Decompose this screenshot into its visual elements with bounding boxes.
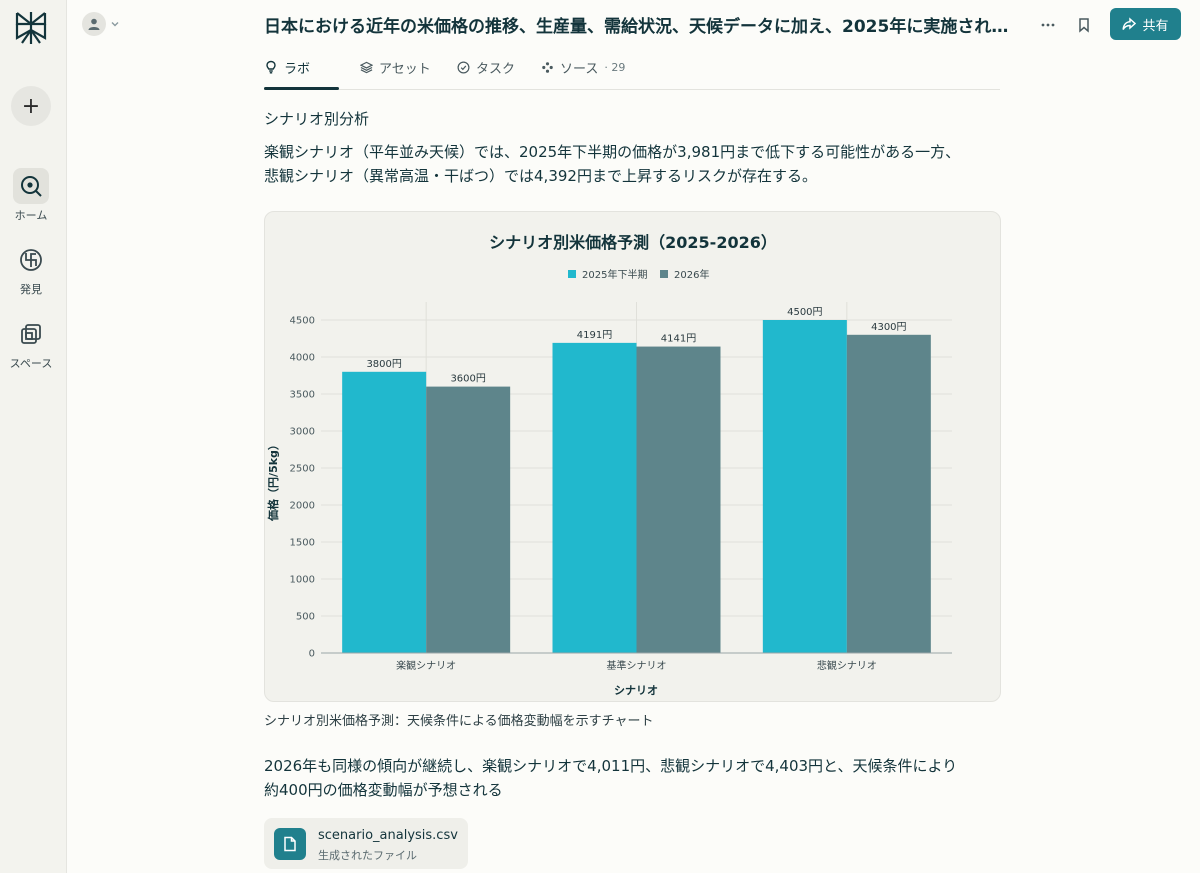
- file-subtitle: 生成されたファイル: [318, 849, 417, 862]
- sidebar-item-spaces[interactable]: スペース: [0, 316, 62, 371]
- bar-value-label: 3800円: [366, 359, 401, 370]
- more-horizontal-icon: [1041, 23, 1055, 27]
- y-tick-label: 1500: [290, 538, 315, 549]
- bar-chart: シナリオ別米価格予測（2025-2026） 2025年下半期 2026年 0 500 10…: [266, 233, 952, 697]
- discover-globe-icon: [13, 242, 49, 278]
- legend-label: 2026年: [674, 268, 709, 281]
- bar-2025h2: [552, 342, 637, 653]
- paragraph-line: 約400円の価格変動幅が予想される: [264, 781, 503, 799]
- home-search-icon: [13, 168, 49, 204]
- active-tab-indicator: [264, 87, 339, 90]
- x-axis-label: シナリオ: [614, 684, 658, 697]
- y-axis-label: 価格（円/5kg）: [266, 439, 280, 522]
- forecast-paragraph: 2026年も同様の傾向が継続し、楽観シナリオで4,011円、悲観シナリオで4,4…: [264, 754, 1004, 802]
- y-tick-label: 3000: [290, 427, 315, 438]
- legend-swatch: [568, 270, 576, 278]
- bar-value-label: 4300円: [871, 322, 906, 333]
- sources-count: · 29: [604, 60, 626, 74]
- y-tick-label: 3500: [290, 390, 315, 401]
- plus-icon: +: [21, 93, 41, 119]
- share-button[interactable]: 共有: [1110, 8, 1181, 40]
- new-thread-button[interactable]: +: [11, 86, 51, 126]
- file-name: scenario_analysis.csv: [318, 828, 458, 843]
- tab-label: タスク: [476, 61, 516, 77]
- layers-icon: [360, 61, 373, 73]
- section-heading: シナリオ別分析: [264, 110, 370, 128]
- chart-caption: シナリオ別米価格予測：天候条件による価格変動幅を示すチャート: [264, 714, 654, 729]
- legend-swatch: [660, 270, 668, 278]
- y-tick-label: 500: [296, 612, 315, 623]
- x-tick-label: 楽観シナリオ: [396, 659, 456, 672]
- sidebar-item-home[interactable]: ホーム: [0, 168, 62, 223]
- legend-label: 2025年下半期: [582, 268, 647, 281]
- y-tick-label: 2500: [290, 464, 315, 475]
- app-logo-icon[interactable]: [14, 10, 48, 46]
- bar-value-label: 4141円: [661, 334, 696, 345]
- more-options-button[interactable]: [1037, 14, 1059, 36]
- y-tick-label: 2000: [290, 501, 315, 512]
- x-tick-label: 悲観シナリオ: [817, 659, 877, 672]
- file-icon: [274, 828, 306, 860]
- x-tick-label: 基準シナリオ: [607, 659, 667, 672]
- spaces-icon: [13, 316, 49, 352]
- paragraph-line: 2026年も同様の傾向が継続し、楽観シナリオで4,011円、悲観シナリオで4,4…: [264, 757, 958, 775]
- paragraph-line: 楽観シナリオ（平年並み天候）では、2025年下半期の価格が3,981円まで低下す…: [264, 143, 961, 161]
- chevron-down-icon: [111, 22, 119, 27]
- tab-label: ソース: [560, 61, 599, 77]
- bar-2026: [846, 334, 931, 653]
- sidebar-item-label: スペース: [9, 357, 53, 370]
- tab-sources[interactable]: ソース · 29: [541, 54, 625, 80]
- share-label: 共有: [1142, 18, 1169, 34]
- y-tick-label: 1000: [290, 575, 315, 586]
- bar-value-label: 4500円: [787, 307, 822, 318]
- bar-2026: [636, 346, 721, 653]
- user-icon: [82, 12, 106, 36]
- y-tick-label: 0: [309, 649, 315, 660]
- bookmark-button[interactable]: [1073, 14, 1095, 36]
- share-icon: [1122, 17, 1137, 30]
- file-attachment[interactable]: scenario_analysis.csv 生成されたファイル: [264, 818, 468, 869]
- tab-assets[interactable]: アセット: [360, 54, 431, 80]
- lightbulb-icon: [266, 60, 276, 74]
- tab-bar: ラボ アセット タスク ソース · 29: [264, 50, 1000, 90]
- bar-value-label: 4191円: [577, 330, 612, 341]
- paragraph-line: 悲観シナリオ（異常高温・干ばつ）では4,392円まで上昇するリスクが存在する。: [264, 167, 817, 185]
- bar-2025h2: [342, 371, 427, 653]
- sidebar-item-label: ホーム: [14, 209, 48, 222]
- bar-2026: [426, 386, 511, 653]
- y-tick-label: 4000: [290, 353, 315, 364]
- tab-tasks[interactable]: タスク: [457, 54, 515, 80]
- page-title: 日本における近年の米価格の推移、生産量、需給状況、天候データに加え、2025年に…: [264, 17, 1009, 37]
- sidebar: + ホーム 発見 スペース: [0, 0, 67, 873]
- analysis-paragraph: 楽観シナリオ（平年並み天候）では、2025年下半期の価格が3,981円まで低下す…: [264, 140, 1004, 188]
- chart-title: シナリオ別米価格予測（2025-2026）: [489, 233, 777, 252]
- account-menu-button[interactable]: [82, 12, 120, 36]
- y-tick-label: 4500: [290, 316, 315, 327]
- tab-lab[interactable]: ラボ: [264, 54, 310, 80]
- bar-2025h2: [762, 320, 847, 653]
- check-circle-icon: [457, 61, 470, 73]
- tab-label: ラボ: [284, 61, 311, 77]
- chart-card: シナリオ別米価格予測（2025-2026） 2025年下半期 2026年 0 500 10…: [264, 211, 1001, 702]
- sidebar-item-discover[interactable]: 発見: [0, 242, 62, 297]
- bar-value-label: 3600円: [450, 374, 485, 385]
- sidebar-item-label: 発見: [20, 283, 42, 296]
- sources-icon: [542, 61, 553, 73]
- tab-label: アセット: [379, 61, 431, 77]
- bookmark-icon: [1079, 18, 1089, 33]
